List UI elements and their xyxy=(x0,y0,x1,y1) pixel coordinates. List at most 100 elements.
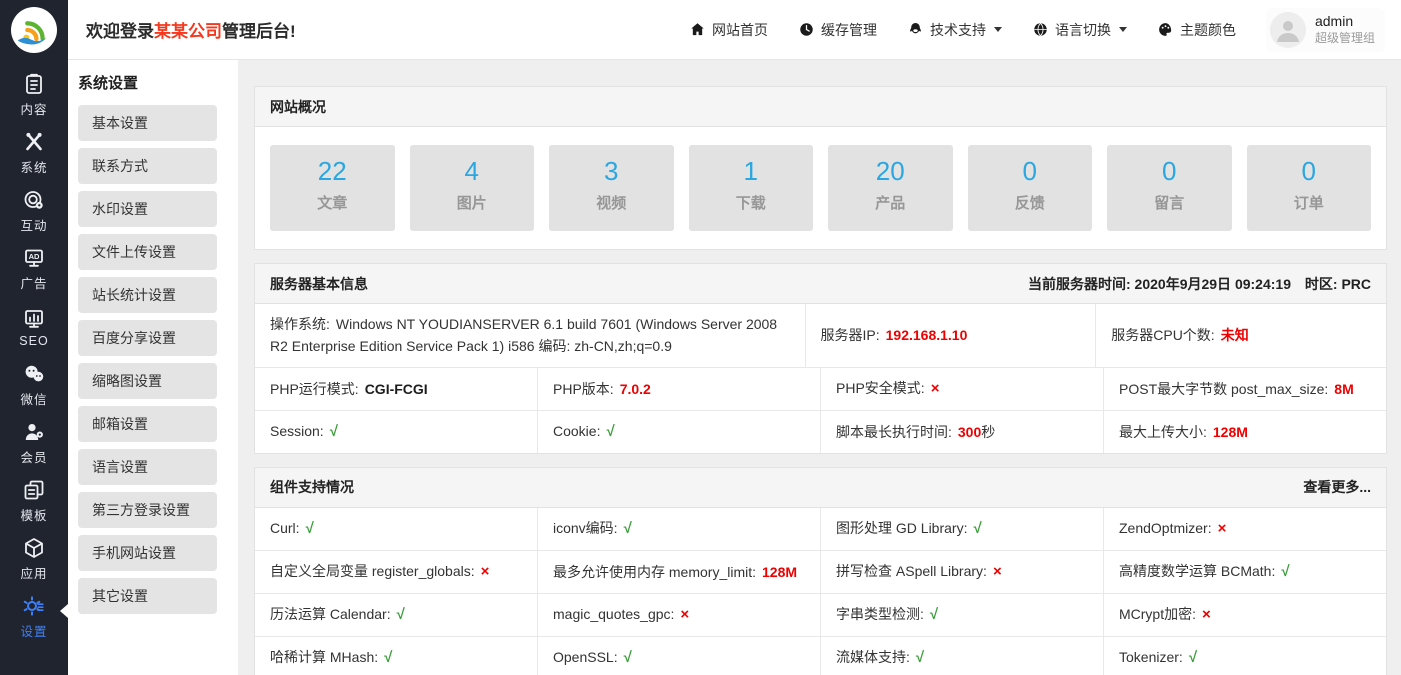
sidebar-item-内容[interactable]: 内容 xyxy=(0,66,68,124)
clipboard-icon xyxy=(22,72,46,96)
overview-panel: 网站概况 22 文章 4 图片 3 视频 1 下载 20 产品 0 反馈 0 留言 0 订单 xyxy=(254,86,1387,250)
component-cell: Tokenizer: √ xyxy=(1104,637,1386,675)
sidebar-item-设置[interactable]: 设置 xyxy=(0,588,68,646)
stat-box-订单[interactable]: 0 订单 xyxy=(1246,145,1371,231)
check-icon: √ xyxy=(329,422,338,440)
components-title: 组件支持情况 xyxy=(270,479,354,496)
sidebar-item-label: SEO xyxy=(19,333,49,348)
home-icon xyxy=(689,21,706,38)
cell-text: PHP安全模式: × xyxy=(836,377,939,401)
submenu-item-语言设置[interactable]: 语言设置 xyxy=(78,449,217,485)
sidebar-item-应用[interactable]: 应用 xyxy=(0,530,68,588)
view-more-link[interactable]: 查看更多... xyxy=(1303,479,1371,496)
stat-box-图片[interactable]: 4 图片 xyxy=(409,145,534,231)
cell-label: 脚本最长执行时间: xyxy=(836,423,952,440)
submenu-item-水印设置[interactable]: 水印设置 xyxy=(78,191,217,227)
cross-icon: × xyxy=(930,379,940,397)
component-cell: 历法运算 Calendar: √ xyxy=(255,593,538,636)
server-info-cell: PHP安全模式: × xyxy=(821,367,1104,410)
cell-label: 最多允许使用内存 memory_limit: xyxy=(553,563,757,580)
cell-value-suffix: 秒 xyxy=(981,423,996,440)
stat-label: 下载 xyxy=(735,195,766,212)
user-menu[interactable]: admin 超级管理组 xyxy=(1265,7,1385,52)
submenu-item-手机网站设置[interactable]: 手机网站设置 xyxy=(78,535,217,571)
tools-icon xyxy=(22,130,46,154)
cell-label: 图形处理 GD Library: xyxy=(836,519,968,536)
stat-value: 0 xyxy=(1022,156,1037,186)
cross-icon: × xyxy=(680,605,690,623)
chevron-down-icon xyxy=(1118,27,1127,32)
wechat-icon xyxy=(22,362,46,386)
check-icon: √ xyxy=(305,519,314,537)
sidebar-item-微信[interactable]: 微信 xyxy=(0,356,68,414)
cell-label: PHP安全模式: xyxy=(836,379,925,396)
sidebar-item-广告[interactable]: AD 广告 xyxy=(0,240,68,298)
submenu-item-百度分享设置[interactable]: 百度分享设置 xyxy=(78,320,217,356)
submenu-item-联系方式[interactable]: 联系方式 xyxy=(78,148,217,184)
submenu-item-缩略图设置[interactable]: 缩略图设置 xyxy=(78,363,217,399)
topnav-item-网站首页[interactable]: 网站首页 xyxy=(689,20,768,40)
server-info-cell: 脚本最长执行时间: 300秒 xyxy=(821,410,1104,453)
component-cell: ZendOptmizer: × xyxy=(1104,508,1386,550)
topnav-item-语言切换[interactable]: 语言切换 xyxy=(1032,20,1127,40)
user-name: admin xyxy=(1314,13,1354,30)
server-info-cell: Session: √ xyxy=(255,410,538,453)
stat-value: 22 xyxy=(317,156,347,186)
cell-label: iconv编码: xyxy=(553,519,618,536)
table-row: 历法运算 Calendar: √ magic_quotes_gpc: × 字串类型检测:… xyxy=(255,593,1386,637)
component-cell: 拼写检查 ASpell Library: × xyxy=(821,550,1104,593)
sidebar-item-会员[interactable]: 会员 xyxy=(0,414,68,472)
sidebar-item-互动[interactable]: 互动 xyxy=(0,182,68,240)
submenu-item-第三方登录设置[interactable]: 第三方登录设置 xyxy=(78,492,217,528)
stat-box-视频[interactable]: 3 视频 xyxy=(549,145,674,231)
stat-box-反馈[interactable]: 0 反馈 xyxy=(967,145,1092,231)
cell-text: 高精度数学运算 BCMath: √ xyxy=(1119,560,1290,584)
components-panel-header: 组件支持情况 查看更多... xyxy=(255,467,1386,508)
submenu-item-基本设置[interactable]: 基本设置 xyxy=(78,105,217,141)
stat-value: 20 xyxy=(875,156,905,186)
sidebar-item-SEO[interactable]: SEO xyxy=(0,298,68,356)
submenu-item-邮箱设置[interactable]: 邮箱设置 xyxy=(78,406,217,442)
sidebar-item-系统[interactable]: 系统 xyxy=(0,124,68,182)
submenu-item-文件上传设置[interactable]: 文件上传设置 xyxy=(78,234,217,270)
stat-value: 3 xyxy=(604,156,619,186)
cell-text: 最大上传大小: 128M xyxy=(1119,421,1248,443)
sidebar-item-label: 内容 xyxy=(20,103,48,117)
avatar xyxy=(1269,11,1306,48)
server-info-cell: PHP版本: 7.0.2 xyxy=(538,367,821,410)
topnav-item-技术支持[interactable]: 技术支持 xyxy=(907,20,1002,40)
sidebar-item-模板[interactable]: 模板 xyxy=(0,472,68,530)
submenu-item-其它设置[interactable]: 其它设置 xyxy=(78,578,217,614)
stat-box-留言[interactable]: 0 留言 xyxy=(1107,145,1232,231)
check-icon: √ xyxy=(973,519,982,537)
stat-box-产品[interactable]: 20 产品 xyxy=(828,145,953,231)
stat-box-文章[interactable]: 22 文章 xyxy=(270,145,395,231)
topnav-item-缓存管理[interactable]: 缓存管理 xyxy=(798,20,877,40)
cell-label: Cookie: xyxy=(553,422,601,439)
check-icon: √ xyxy=(623,648,632,666)
logo[interactable] xyxy=(0,0,68,60)
ad-icon: AD xyxy=(22,246,46,270)
cell-text: POST最大字节数 post_max_size: 8M xyxy=(1119,378,1354,400)
stat-box-下载[interactable]: 1 下载 xyxy=(688,145,813,231)
table-row: 操作系统: Windows NT YOUDIANSERVER 6.1 build … xyxy=(255,304,1386,368)
topbar: 欢迎登录某某公司管理后台! 网站首页 缓存管理 技术支持 语言切换 主题颜色 admin 超… xyxy=(68,0,1401,60)
settings-submenu: 系统设置 基本设置 联系方式 水印设置 文件上传设置 站长统计设置 百度分享设置 缩略图设置… xyxy=(68,60,238,675)
submenu-item-站长统计设置[interactable]: 站长统计设置 xyxy=(78,277,217,313)
stat-label: 留言 xyxy=(1154,195,1185,212)
component-cell: iconv编码: √ xyxy=(538,507,821,550)
sidebar-item-label: 微信 xyxy=(20,393,48,407)
settings-icon xyxy=(22,594,46,618)
overview-panel-header: 网站概况 xyxy=(255,87,1386,127)
table-row: 自定义全局变量 register_globals: × 最多允许使用内存 memor… xyxy=(255,550,1386,594)
table-row: 哈稀计算 MHash: √ OpenSSL: √ 流媒体支持: √ Tokenizer: √ xyxy=(255,636,1386,675)
cell-label: 操作系统: xyxy=(270,316,330,332)
main-content: 网站概况 22 文章 4 图片 3 视频 1 下载 20 产品 0 反馈 0 留言 0 订单 服务器基本信息 … xyxy=(238,60,1401,675)
cell-text: 字串类型检测: √ xyxy=(836,603,938,627)
table-row: Session: √ Cookie: √ 脚本最长执行时间: 300秒 最大上传大小: 128… xyxy=(255,410,1386,453)
topnav-item-主题颜色[interactable]: 主题颜色 xyxy=(1157,20,1236,40)
cell-value: Windows NT YOUDIANSERVER 6.1 build 7601 … xyxy=(270,316,778,355)
cell-value: 8M xyxy=(1334,380,1354,397)
cell-text: 拼写检查 ASpell Library: × xyxy=(836,560,1002,584)
server-time-value: 2020年9月29日 09:24:19 xyxy=(1134,275,1291,292)
